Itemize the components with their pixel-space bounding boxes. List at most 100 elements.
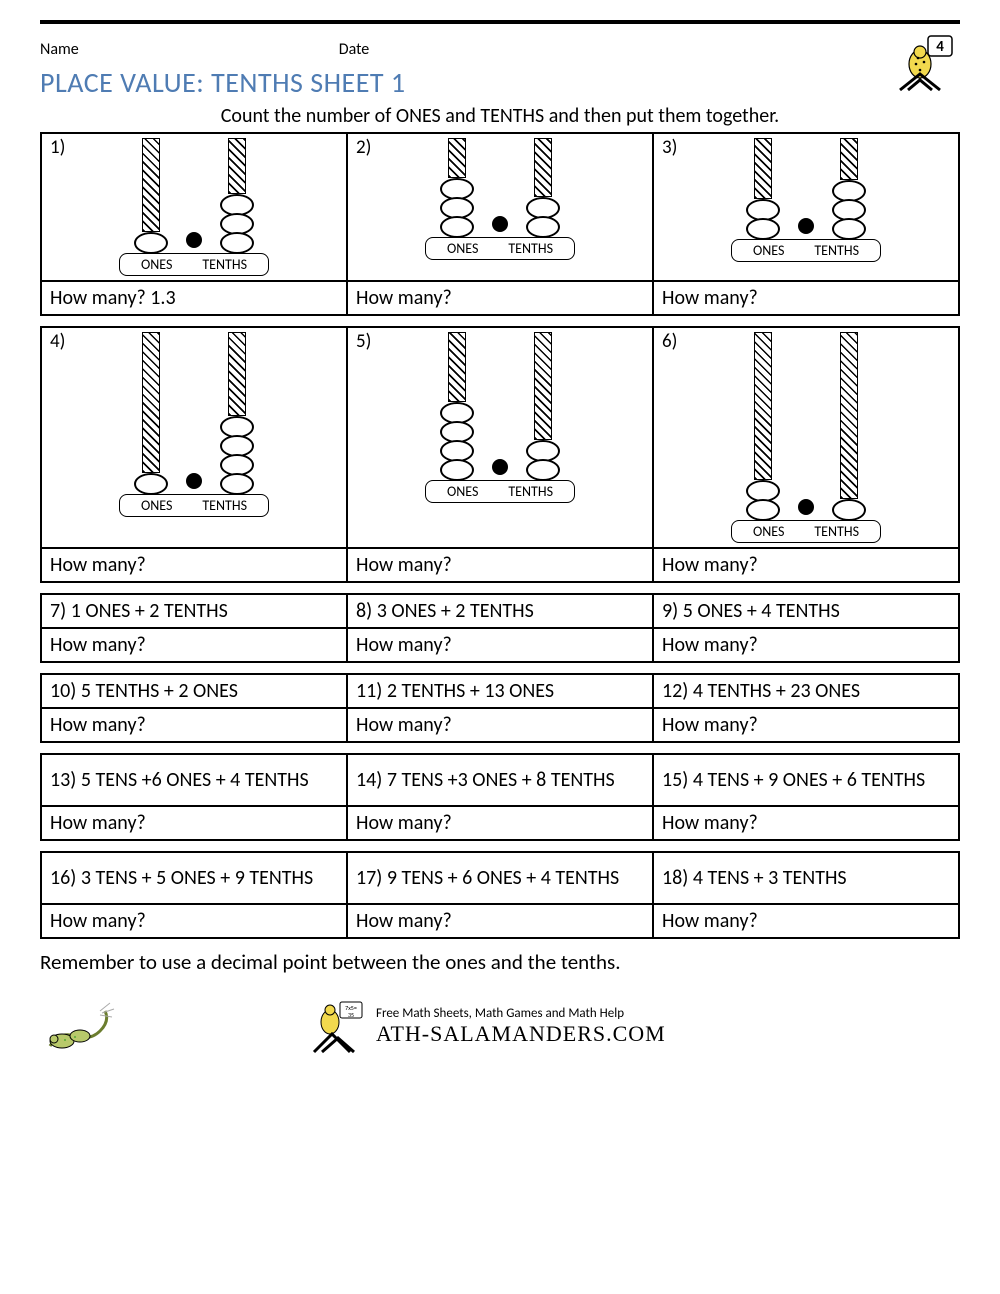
answer-cell[interactable]: How many?: [41, 708, 347, 742]
abacus-cell: 4) ONESTENTHS: [41, 327, 347, 548]
answer-cell[interactable]: How many?: [41, 904, 347, 938]
abacus-bead: [746, 218, 780, 240]
answer-cell[interactable]: How many?: [347, 628, 653, 662]
footer-logo: 7x5= 35 Free Math Sheets, Math Games and…: [310, 998, 666, 1054]
text-question-row: 16) 3 TENS + 5 ONES + 9 TENTHS17) 9 TENS…: [40, 851, 960, 939]
answer-cell[interactable]: How many?: [41, 628, 347, 662]
footer-brand: ATH-SALAMANDERS.COM: [376, 1021, 666, 1047]
abacus-rod: [840, 332, 858, 499]
abacus-rod: [534, 138, 552, 197]
ones-label: ONES: [141, 256, 172, 273]
abacus-cell: 3) ONESTENTHS: [653, 133, 959, 281]
decimal-dot: [798, 499, 814, 515]
question-number: 6): [662, 330, 677, 353]
abacus-cell: 6) ONES TENTHS: [653, 327, 959, 548]
abacus-base: ONES TENTHS: [425, 237, 575, 260]
question-cell: 18) 4 TENS + 3 TENTHS: [653, 852, 959, 904]
visual-questions-row-2: 4)ONESTENTHS5)ONESTENTHS6)ONESTENTHSHow …: [40, 326, 960, 583]
tenths-label: TENTHS: [508, 483, 553, 500]
abacus-base: ONES TENTHS: [119, 253, 269, 276]
abacus-base: ONESTENTHS: [425, 480, 575, 503]
answer-cell[interactable]: How many?: [41, 806, 347, 840]
tenths-label: TENTHS: [508, 240, 553, 257]
abacus-bead: [526, 216, 560, 238]
question-number: 4): [50, 330, 65, 353]
reminder-text: Remember to use a decimal point between …: [40, 949, 960, 975]
answer-cell[interactable]: How many?: [347, 548, 653, 582]
answer-cell[interactable]: How many?: [347, 281, 653, 315]
abacus-base: ONES TENTHS: [731, 520, 881, 543]
decimal-dot: [798, 218, 814, 234]
question-number: 2): [356, 136, 371, 159]
top-rule: [40, 20, 960, 24]
tenths-label: TENTHS: [814, 523, 859, 540]
abacus-bead: [134, 473, 168, 495]
answer-cell[interactable]: How many?: [41, 548, 347, 582]
page-title: PLACE VALUE: TENTHS SHEET 1: [40, 65, 960, 100]
visual-questions-row-1: 1)ONESTENTHS2)ONESTENTHS3)ONESTENTHSHow …: [40, 132, 960, 316]
abacus-rod: [142, 138, 160, 232]
question-cell: 15) 4 TENS + 9 ONES + 6 TENTHS: [653, 754, 959, 806]
answer-cell[interactable]: How many?: [347, 904, 653, 938]
abacus-bead: [832, 218, 866, 240]
decimal-dot: [492, 216, 508, 232]
text-question-row: 10) 5 TENTHS + 2 ONES11) 2 TENTHS + 13 O…: [40, 673, 960, 743]
svg-text:4: 4: [936, 38, 944, 56]
abacus-cell: 5) ONESTENTHS: [347, 327, 653, 548]
question-cell: 17) 9 TENS + 6 ONES + 4 TENTHS: [347, 852, 653, 904]
abacus-cell: 1) ONES TENTHS: [41, 133, 347, 281]
abacus-bead: [440, 459, 474, 481]
answer-cell[interactable]: How many?: [653, 806, 959, 840]
decimal-dot: [492, 459, 508, 475]
question-cell: 11) 2 TENTHS + 13 ONES: [347, 674, 653, 708]
decimal-dot: [186, 473, 202, 489]
tenths-label: TENTHS: [202, 256, 247, 273]
question-cell: 13) 5 TENS +6 ONES + 4 TENTHS: [41, 754, 347, 806]
answer-cell[interactable]: How many? 1.3: [41, 281, 347, 315]
abacus-rod: [142, 332, 160, 473]
abacus-rod: [228, 138, 246, 194]
abacus-rod: [534, 332, 552, 440]
question-cell: 8) 3 ONES + 2 TENTHS: [347, 594, 653, 628]
abacus-bead: [746, 499, 780, 521]
header: Name Date 4: [40, 32, 960, 59]
decimal-dot: [186, 232, 202, 248]
tenths-label: TENTHS: [814, 242, 859, 259]
text-question-row: 7) 1 ONES + 2 TENTHS8) 3 ONES + 2 TENTHS…: [40, 593, 960, 663]
question-cell: 9) 5 ONES + 4 TENTHS: [653, 594, 959, 628]
answer-cell[interactable]: How many?: [347, 708, 653, 742]
ones-label: ONES: [753, 523, 784, 540]
answer-cell[interactable]: How many?: [653, 628, 959, 662]
svg-text:35: 35: [348, 1011, 354, 1019]
answer-cell[interactable]: How many?: [653, 904, 959, 938]
abacus-rod: [754, 138, 772, 199]
instruction: Count the number of ONES and TENTHS and …: [40, 104, 960, 128]
footer-tagline: Free Math Sheets, Math Games and Math He…: [376, 1006, 666, 1021]
abacus-base: ONESTENTHS: [119, 494, 269, 517]
question-number: 3): [662, 136, 677, 159]
abacus-rod: [228, 332, 246, 416]
abacus-rod: [840, 138, 858, 180]
date-label: Date: [339, 40, 370, 59]
answer-cell[interactable]: How many?: [347, 806, 653, 840]
abacus-rod: [448, 332, 466, 402]
ones-label: ONES: [447, 240, 478, 257]
salamander-icon: [40, 991, 130, 1061]
question-number: 1): [50, 136, 65, 159]
question-cell: 12) 4 TENTHS + 23 ONES: [653, 674, 959, 708]
ones-label: ONES: [141, 497, 172, 514]
abacus-bead: [832, 499, 866, 521]
question-cell: 7) 1 ONES + 2 TENTHS: [41, 594, 347, 628]
answer-cell[interactable]: How many?: [653, 548, 959, 582]
answer-cell[interactable]: How many?: [653, 281, 959, 315]
name-label: Name: [40, 40, 79, 59]
question-number: 5): [356, 330, 371, 353]
question-cell: 14) 7 TENS +3 ONES + 8 TENTHS: [347, 754, 653, 806]
abacus-rod: [448, 138, 466, 178]
abacus-bead: [220, 473, 254, 495]
question-cell: 16) 3 TENS + 5 ONES + 9 TENTHS: [41, 852, 347, 904]
abacus-base: ONESTENTHS: [731, 239, 881, 262]
footer: 7x5= 35 Free Math Sheets, Math Games and…: [40, 991, 960, 1061]
abacus-bead: [440, 216, 474, 238]
answer-cell[interactable]: How many?: [653, 708, 959, 742]
